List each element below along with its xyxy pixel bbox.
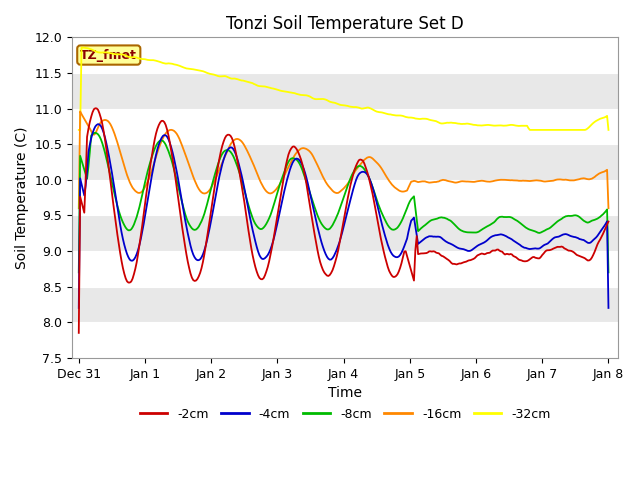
Y-axis label: Soil Temperature (C): Soil Temperature (C) — [15, 126, 29, 269]
Bar — [72, 73, 618, 108]
Legend: -2cm, -4cm, -8cm, -16cm, -32cm: -2cm, -4cm, -8cm, -16cm, -32cm — [135, 403, 556, 425]
Bar — [72, 322, 618, 358]
Bar — [72, 180, 618, 216]
Bar — [72, 287, 618, 322]
Bar — [72, 37, 618, 73]
Title: Tonzi Soil Temperature Set D: Tonzi Soil Temperature Set D — [227, 15, 464, 33]
Bar — [72, 108, 618, 144]
Bar — [72, 144, 618, 180]
X-axis label: Time: Time — [328, 386, 362, 400]
Text: TZ_fmet: TZ_fmet — [81, 48, 137, 61]
Bar — [72, 251, 618, 287]
Bar — [72, 216, 618, 251]
